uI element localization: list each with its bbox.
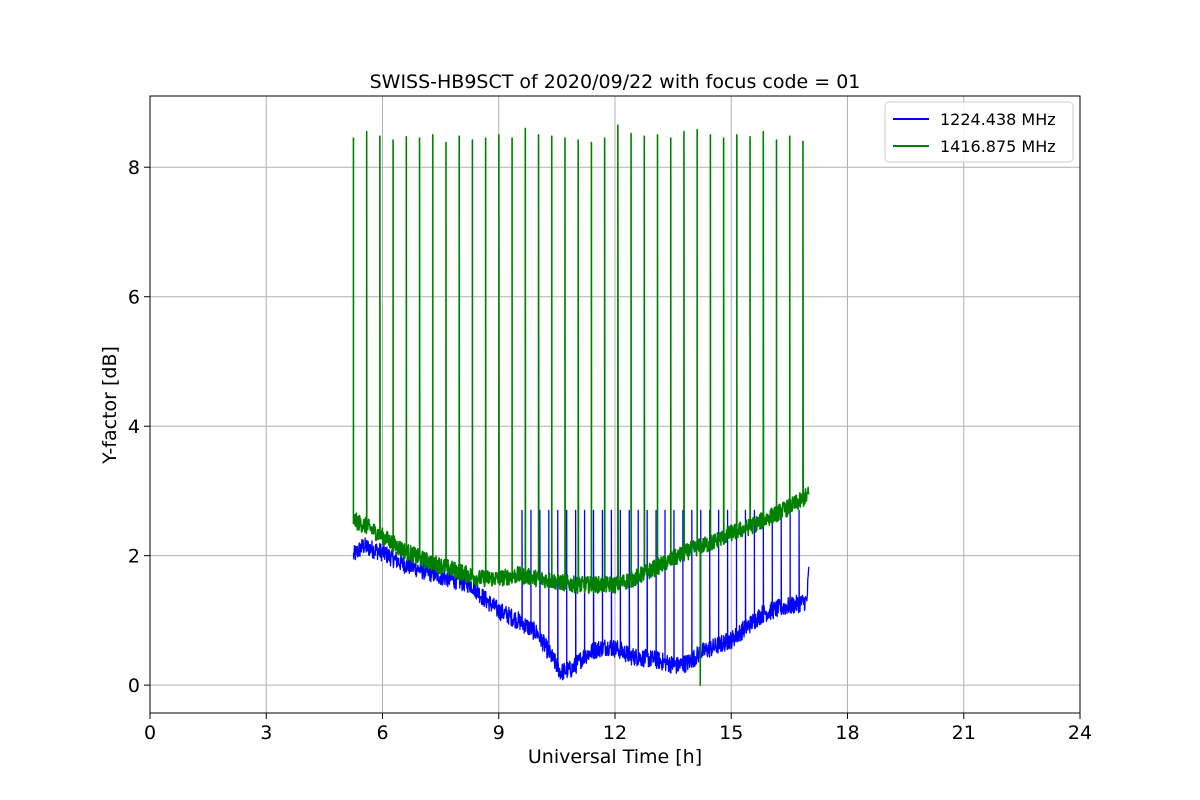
legend-label-1224: 1224.438 MHz bbox=[940, 110, 1056, 129]
y-tick-label: 6 bbox=[128, 287, 140, 309]
x-tick-label: 9 bbox=[493, 722, 505, 744]
legend-label-1416: 1416.875 MHz bbox=[940, 137, 1056, 156]
y-tick-label: 4 bbox=[128, 416, 140, 438]
series-line-1416 bbox=[352, 124, 810, 686]
x-tick-label: 21 bbox=[952, 722, 976, 744]
x-tick-label: 6 bbox=[376, 722, 388, 744]
legend-box bbox=[884, 101, 1074, 163]
x-tick-label: 0 bbox=[144, 722, 156, 744]
x-tick-label: 12 bbox=[603, 722, 627, 744]
y-tick-label: 8 bbox=[128, 157, 140, 179]
y-tick-label: 0 bbox=[128, 675, 140, 697]
y-axis-ticks: 0 2 4 6 8 bbox=[128, 157, 150, 697]
x-tick-label: 15 bbox=[719, 722, 743, 744]
x-tick-label: 3 bbox=[260, 722, 272, 744]
plot-lines bbox=[352, 124, 810, 686]
x-tick-label: 18 bbox=[835, 722, 859, 744]
y-tick-label: 2 bbox=[128, 546, 140, 568]
y-axis-label: Y-factor [dB] bbox=[99, 346, 121, 465]
legend: 1224.438 MHz 1416.875 MHz bbox=[884, 101, 1074, 163]
x-axis-label: Universal Time [h] bbox=[528, 746, 702, 768]
x-tick-label: 24 bbox=[1068, 722, 1092, 744]
chart-title: SWISS-HB9SCT of 2020/09/22 with focus co… bbox=[370, 71, 861, 93]
series-line-1224 bbox=[352, 509, 810, 681]
x-axis-ticks: 0 3 6 9 12 15 18 21 24 bbox=[144, 713, 1092, 744]
